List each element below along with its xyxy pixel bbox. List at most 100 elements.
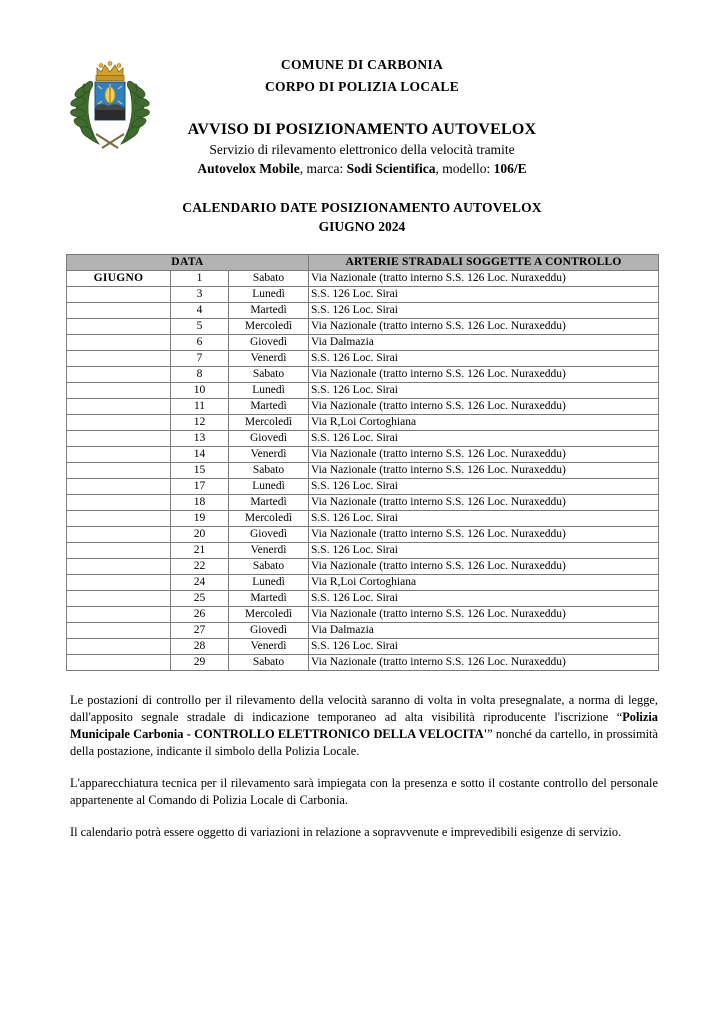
cell-day-number: 8: [170, 366, 229, 383]
cell-day-number: 22: [170, 558, 229, 575]
table-row: 10 Lunedì S.S. 126 Loc. Sirai: [66, 382, 660, 399]
cell-weekday: Mercoledì: [227, 606, 310, 623]
device-brand-label: , marca:: [299, 161, 347, 176]
cell-day-number: 20: [170, 526, 229, 543]
month-cell-empty: [66, 446, 171, 463]
cell-weekday: Giovedì: [227, 526, 310, 543]
cell-weekday: Giovedì: [227, 430, 310, 447]
notice-body-text: Le postazioni di controllo per il rileva…: [70, 692, 658, 841]
organization-name: COMUNE DI CARBONIA: [280, 57, 444, 72]
cell-day-number: 25: [170, 590, 229, 607]
table-row: 25 Martedì S.S. 126 Loc. Sirai: [66, 590, 660, 607]
table-row: 17 Lunedì S.S. 126 Loc. Sirai: [66, 478, 660, 495]
cell-day-number: 7: [170, 350, 229, 367]
notice-title: AVVISO DI POSIZIONAMENTO AUTOVELOX: [187, 121, 537, 138]
cell-weekday: Martedì: [227, 494, 310, 511]
month-cell-empty: [66, 398, 171, 415]
paragraph-signage-part1: Le postazioni di controllo per il rileva…: [70, 693, 658, 724]
table-row: 29 Sabato Via Nazionale (tratto interno S.…: [66, 654, 660, 671]
cell-day-number: 5: [170, 318, 229, 335]
paragraph-equipment: L'apparecchiatura tecnica per il rilevam…: [70, 776, 658, 807]
cell-weekday: Mercoledì: [227, 318, 310, 335]
cell-street: Via Nazionale (tratto interno S.S. 126 L…: [308, 606, 660, 623]
cell-weekday: Venerdì: [227, 350, 310, 367]
cell-street: Via Nazionale (tratto interno S.S. 126 L…: [308, 270, 660, 287]
cell-weekday: Venerdì: [227, 446, 310, 463]
table-row: 4 Martedì S.S. 126 Loc. Sirai: [66, 302, 660, 319]
cell-street: Via Nazionale (tratto interno S.S. 126 L…: [308, 446, 660, 463]
table-row: 13 Giovedì S.S. 126 Loc. Sirai: [66, 430, 660, 447]
column-header-data: DATA: [65, 254, 310, 271]
month-cell-empty: [66, 558, 171, 575]
table-row: 8 Sabato Via Nazionale (tratto interno S.S…: [66, 366, 660, 383]
month-cell-empty: [66, 350, 171, 367]
month-cell-empty: [66, 478, 171, 495]
cell-street: Via Nazionale (tratto interno S.S. 126 L…: [308, 494, 660, 511]
table-row: 12 Mercoledì Via R,Loi Cortoghiana: [66, 414, 660, 431]
cell-weekday: Martedì: [227, 302, 310, 319]
table-row: 20 Giovedì Via Nazionale (tratto interno S…: [66, 526, 660, 543]
cell-street: S.S. 126 Loc. Sirai: [308, 302, 660, 319]
cell-street: Via Nazionale (tratto interno S.S. 126 L…: [308, 558, 660, 575]
cell-day-number: 14: [170, 446, 229, 463]
cell-street: S.S. 126 Loc. Sirai: [308, 590, 660, 607]
month-cell-empty: [66, 606, 171, 623]
device-brand: Sodi Scientifica: [346, 161, 436, 176]
cell-day-number: 28: [170, 638, 229, 655]
table-row: 21 Venerdì S.S. 126 Loc. Sirai: [66, 542, 660, 559]
column-header-arterie: ARTERIE STRADALI SOGGETTE A CONTROLLO: [308, 254, 660, 271]
month-cell-empty: [66, 462, 171, 479]
cell-street: S.S. 126 Loc. Sirai: [308, 382, 660, 399]
cell-street: Via Nazionale (tratto interno S.S. 126 L…: [308, 318, 660, 335]
cell-weekday: Lunedì: [227, 478, 310, 495]
table-row: 3 Lunedì S.S. 126 Loc. Sirai: [66, 286, 660, 303]
table-row: 22 Sabato Via Nazionale (tratto interno S.…: [66, 558, 660, 575]
cell-day-number: 4: [170, 302, 229, 319]
table-row: 26 Mercoledì Via Nazionale (tratto interno…: [66, 606, 660, 623]
month-cell-empty: [66, 302, 171, 319]
cell-weekday: Mercoledì: [227, 414, 310, 431]
cell-street: Via Dalmazia: [308, 334, 660, 351]
table-body: GIUGNO 1 Sabato Via Nazionale (tratto inter…: [66, 270, 660, 671]
cell-day-number: 1: [170, 270, 229, 287]
cell-street: Via R,Loi Cortoghiana: [308, 574, 660, 591]
cell-day-number: 15: [170, 462, 229, 479]
cell-day-number: 24: [170, 574, 229, 591]
cell-weekday: Venerdì: [227, 638, 310, 655]
cell-day-number: 3: [170, 286, 229, 303]
cell-street: S.S. 126 Loc. Sirai: [308, 542, 660, 559]
cell-weekday: Giovedì: [227, 334, 310, 351]
department-name: CORPO DI POLIZIA LOCALE: [264, 79, 460, 94]
paragraph-variations: Il calendario potrà essere oggetto di va…: [70, 825, 622, 839]
table-row: 11 Martedì Via Nazionale (tratto interno S…: [66, 398, 660, 415]
table-row: 18 Martedì Via Nazionale (tratto interno S…: [66, 494, 660, 511]
cell-street: S.S. 126 Loc. Sirai: [308, 286, 660, 303]
cell-street: S.S. 126 Loc. Sirai: [308, 350, 660, 367]
table-row: 14 Venerdì Via Nazionale (tratto interno S…: [66, 446, 660, 463]
cell-street: S.S. 126 Loc. Sirai: [308, 430, 660, 447]
month-cell-empty: [66, 494, 171, 511]
paragraph-signage-part2: ” nonché da cartello, in prossimità dell…: [70, 727, 658, 758]
cell-street: S.S. 126 Loc. Sirai: [308, 510, 660, 527]
device-model: 106/E: [493, 161, 527, 176]
table-row: 27 Giovedì Via Dalmazia: [66, 622, 660, 639]
cell-weekday: Sabato: [227, 366, 310, 383]
cell-weekday: Sabato: [227, 462, 310, 479]
cell-street: Via R,Loi Cortoghiana: [308, 414, 660, 431]
cell-weekday: Venerdì: [227, 542, 310, 559]
calendar-table-container: DATA ARTERIE STRADALI SOGGETTE A CONTROL…: [65, 254, 660, 671]
month-cell-empty: [66, 414, 171, 431]
month-cell-empty: [66, 542, 171, 559]
cell-day-number: 12: [170, 414, 229, 431]
month-cell-empty: [66, 430, 171, 447]
cell-weekday: Sabato: [227, 270, 310, 287]
comune-coat-of-arms-emblem-icon: [68, 56, 152, 152]
cell-day-number: 18: [170, 494, 229, 511]
cell-street: Via Nazionale (tratto interno S.S. 126 L…: [308, 366, 660, 383]
device-model-label: , modello:: [435, 161, 494, 176]
table-row: 7 Venerdì S.S. 126 Loc. Sirai: [66, 350, 660, 367]
calendar-title: CALENDARIO DATE POSIZIONAMENTO AUTOVELOX: [182, 200, 542, 215]
notice-subtitle-service: Servizio di rilevamento elettronico dell…: [209, 142, 515, 157]
cell-day-number: 10: [170, 382, 229, 399]
table-row: 5 Mercoledì Via Nazionale (tratto interno …: [66, 318, 660, 335]
